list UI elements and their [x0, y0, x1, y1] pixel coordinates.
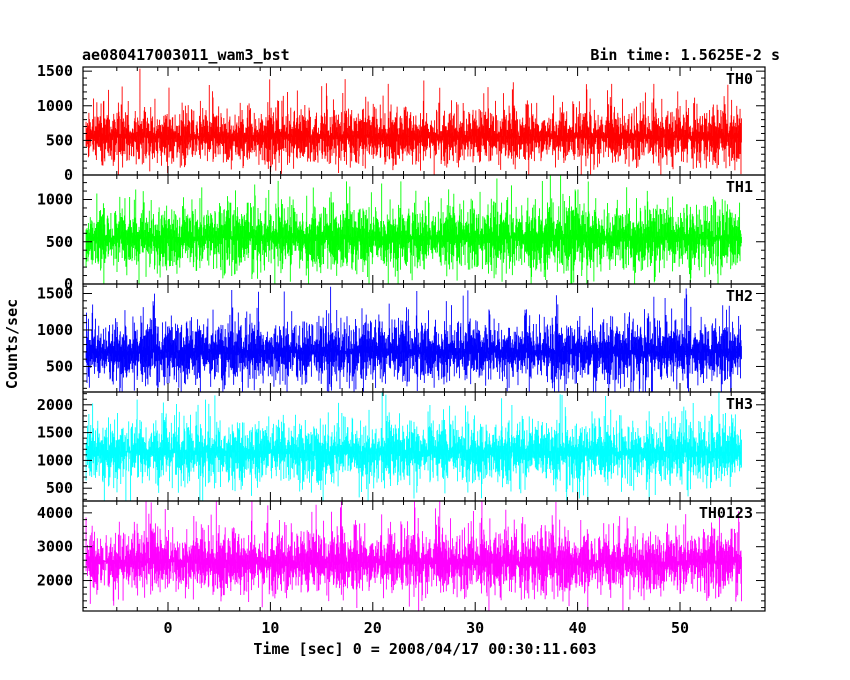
x-tick-label: 20 [364, 619, 382, 637]
panel-th0123: 2000 3000 4000 TH0123 [37, 500, 766, 612]
bin-time-label: Bin time: 1.5625E-2 s [590, 46, 780, 64]
panel-th3: 500 1000 1500 2000 TH3 [37, 391, 766, 502]
y-tick-label: 3000 [37, 538, 73, 556]
x-tick-label: 30 [466, 619, 484, 637]
y-tick-label: 1000 [37, 321, 73, 339]
y-tick-label: 500 [46, 357, 73, 375]
chart-title: ae080417003011_wam3_bst [82, 46, 290, 64]
y-tick-label: 2000 [37, 572, 73, 590]
panel-th0: 0 500 1000 1500 TH0 [37, 62, 766, 184]
x-axis-label: Time [sec] 0 = 2008/04/17 00:30:11.603 [253, 640, 596, 658]
panel-label: TH0 [726, 70, 753, 88]
y-tick-label: 4000 [37, 504, 73, 522]
y-tick-label: 0 [64, 275, 73, 293]
panel-label: TH0123 [699, 504, 753, 522]
y-tick-label: 1000 [37, 97, 73, 115]
x-tick-label: 40 [569, 619, 587, 637]
y-tick-label: 1000 [37, 191, 73, 209]
series-trace-th2 [85, 286, 742, 392]
series-trace-th0123 [85, 501, 742, 611]
y-tick-label: 2000 [37, 396, 73, 414]
x-tick-label: 50 [671, 619, 689, 637]
panel-th2: 500 1000 1500 TH2 [37, 283, 766, 393]
y-axis-label: Counts/sec [3, 299, 21, 389]
y-tick-label: 1000 [37, 451, 73, 469]
series-trace-th3 [85, 392, 742, 501]
panel-label: TH1 [726, 178, 753, 196]
y-tick-label: 0 [64, 166, 73, 184]
panel-th1: 0 500 1000 TH1 [37, 174, 766, 293]
x-tick-label: 0 [163, 619, 172, 637]
y-tick-label: 500 [46, 479, 73, 497]
x-tick-label: 10 [261, 619, 279, 637]
y-tick-label: 500 [46, 233, 73, 251]
y-tick-label: 1500 [37, 284, 73, 302]
panel-label: TH3 [726, 395, 753, 413]
y-tick-label: 1500 [37, 62, 73, 80]
y-tick-label: 500 [46, 131, 73, 149]
panel-label: TH2 [726, 287, 753, 305]
y-tick-label: 1500 [37, 424, 73, 442]
series-trace-th0 [85, 68, 742, 175]
series-trace-th1 [85, 175, 742, 284]
